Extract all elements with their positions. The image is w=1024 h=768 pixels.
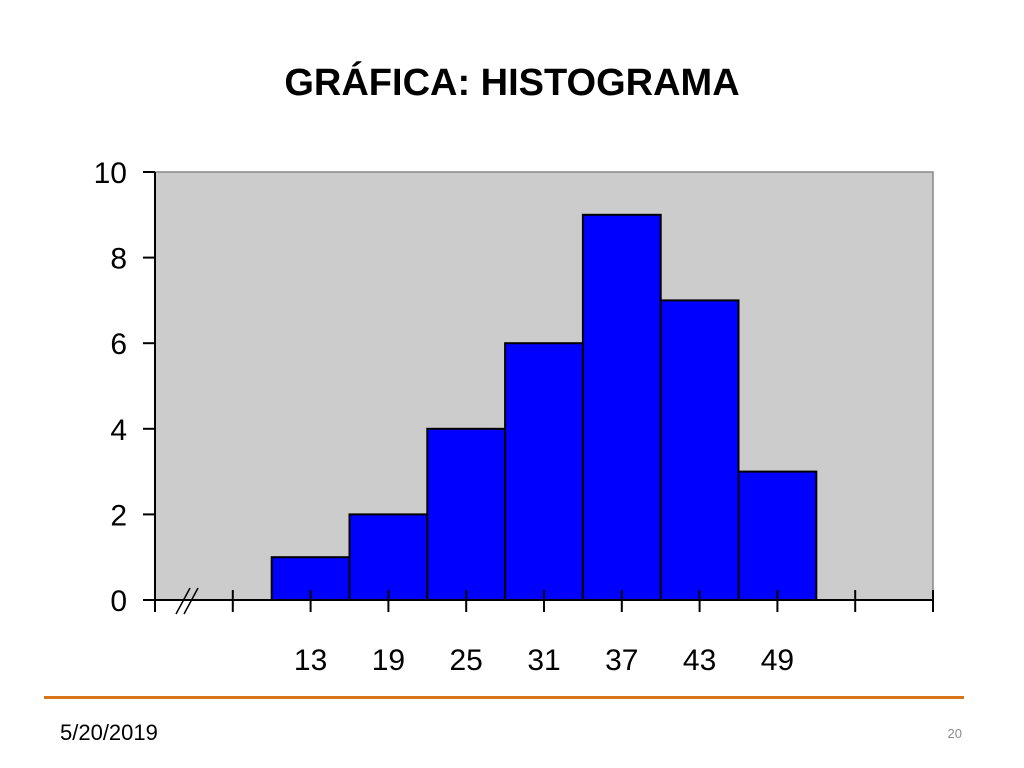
- histogram-chart: 0 2 4 6 8 10 13 19 25 31 37 43 49: [94, 157, 934, 677]
- x-tick-label: 37: [605, 644, 638, 677]
- bar: [659, 299, 740, 601]
- axis-break-mark: [183, 587, 199, 615]
- slide-page-number: 20: [947, 726, 962, 741]
- y-tick-label: 2: [110, 499, 127, 532]
- bar: [426, 427, 507, 601]
- bar: [504, 342, 584, 601]
- slide-title: GRÁFICA: HISTOGRAMA: [284, 62, 740, 104]
- y-tick-label: 10: [94, 157, 127, 190]
- axis-break-mark: [175, 587, 191, 615]
- footer-divider: [44, 696, 964, 699]
- x-tick-label: 49: [761, 644, 794, 677]
- x-tick-label: 25: [450, 644, 483, 677]
- slide-date: 5/20/2019: [60, 720, 158, 745]
- bar: [581, 213, 662, 602]
- y-axis: 0 2 4 6 8 10: [94, 157, 156, 618]
- x-tick-label: 31: [527, 644, 560, 677]
- y-tick-label: 4: [110, 414, 127, 447]
- y-tick-label: 8: [110, 243, 127, 276]
- y-tick-label: 0: [110, 585, 127, 618]
- bar: [737, 470, 818, 601]
- x-axis: 13 19 25 31 37 43 49: [154, 587, 934, 677]
- x-tick-label: 43: [683, 644, 716, 677]
- x-tick-label: 13: [294, 644, 327, 677]
- x-tick-label: 19: [372, 644, 405, 677]
- bar: [348, 513, 429, 602]
- y-tick-label: 6: [110, 328, 127, 361]
